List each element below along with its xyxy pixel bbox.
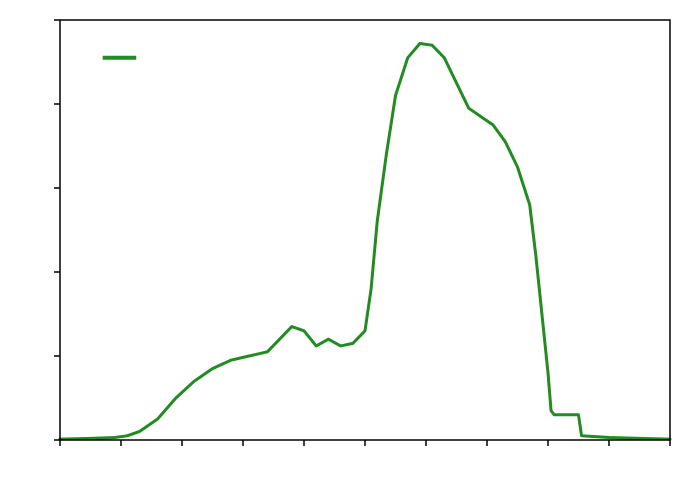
line-chart [0,0,700,500]
chart-svg [0,0,700,500]
